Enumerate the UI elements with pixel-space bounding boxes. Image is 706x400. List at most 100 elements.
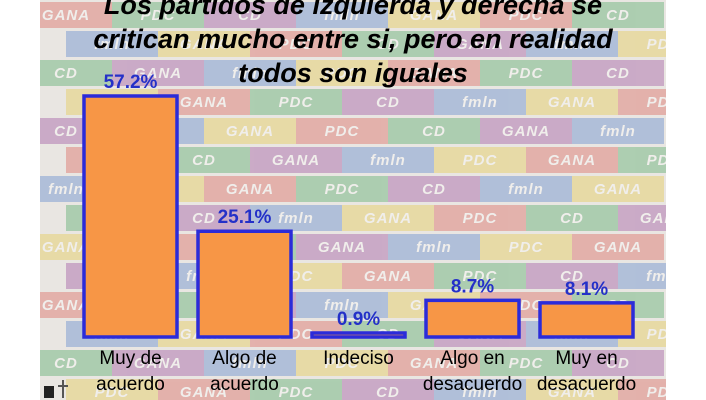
background-logo-tile: GANA [204, 176, 296, 202]
category-label-line: acuerdo [210, 374, 279, 395]
background-logo-tile: PDC [618, 147, 666, 173]
background-logo-tile: PDC [434, 147, 526, 173]
background-logo-tile: PDC [618, 89, 666, 115]
background-logo-tile: CD [342, 89, 434, 115]
background-logo-tile: CD [342, 31, 434, 57]
category-label: Muy de acuerdo [96, 348, 165, 395]
background-logo-tile: PDC [296, 176, 388, 202]
background-logo-tile: PDC [618, 31, 666, 57]
background-logo-tile: GANA [342, 205, 434, 231]
background-logo-tile: PDC [618, 379, 666, 400]
category-label-line: Muy en [555, 348, 617, 369]
background-logo-tile: GANA [618, 205, 666, 231]
background-logo-tile: GANA [480, 118, 572, 144]
background-logo-tile: PDC [434, 263, 526, 289]
background-logo-tile: PDC [250, 379, 342, 400]
background-logo-tile: GANA [526, 379, 618, 400]
bar-algo-de-acuerdo [196, 229, 293, 339]
value-label: 0.9% [337, 309, 380, 330]
background-logo-tile: CD [526, 205, 618, 231]
background-logo-tile: CD [204, 2, 296, 28]
background-logo-tile: fmln [388, 234, 480, 260]
background-logo-tile: PDC [250, 31, 342, 57]
background-logo-tile: PDC [66, 379, 158, 400]
value-label: 25.1% [218, 207, 272, 228]
background-logo-tile: fmln [526, 31, 618, 57]
background-logo-tile: fmln [572, 118, 664, 144]
category-label: Muy en desacuerdo [537, 348, 636, 395]
background-logo-tile: GANA [40, 2, 112, 28]
background-logo-tile: PDC [296, 350, 388, 376]
background-logo-tile: fmln [296, 2, 388, 28]
background-logo-tile: fmln [66, 31, 158, 57]
background-logo-tile: CD [572, 2, 664, 28]
category-label-line: desacuerdo [423, 374, 522, 395]
title-line-1: Los partidos de izquierda y derecha se [103, 0, 603, 20]
category-label-line: Muy de [99, 348, 161, 369]
value-labels: 57.2% 25.1% 0.9% 8.7% 8.1% [104, 72, 609, 330]
background-logo-tile: GANA [158, 379, 250, 400]
title-line-3: todos son iguales [238, 58, 468, 88]
value-label: 57.2% [104, 72, 158, 93]
background-logo-tile: GANA [158, 31, 250, 57]
background-logo-tile: CD [572, 60, 664, 86]
bar-muy-en-desacuerdo [538, 301, 635, 339]
party-logos-background: GANA PDC CD fmln GANA PDC CD fmln GANA PDC CD GANA f… [40, 0, 666, 400]
category-label-line: Algo de [212, 348, 276, 369]
background-logo-tile: PDC [480, 2, 572, 28]
background-logo-tile: GANA [572, 234, 664, 260]
background-logo-tile: CD [40, 350, 112, 376]
bars [82, 94, 635, 339]
background-logo-tile: PDC [250, 89, 342, 115]
background-logo-tile: fmln [204, 350, 296, 376]
corner-logo-icon [44, 380, 68, 398]
background-logo-tile: GANA [572, 176, 664, 202]
background-logo-tile: GANA [434, 31, 526, 57]
background-logo-tile: CD [40, 60, 112, 86]
background-logo-tile: GANA [112, 60, 204, 86]
category-labels: Muy de acuerdo Algo de acuerdo Indeciso Algo … [96, 348, 636, 395]
background-logo-tile: GANA [342, 263, 434, 289]
value-label: 8.7% [451, 276, 494, 297]
title-line-2: critican mucho entre si, pero en realida… [93, 24, 613, 54]
background-logo-tile: CD [388, 176, 480, 202]
background-logo-tile: GANA [204, 118, 296, 144]
background-logo-tile: fmln [342, 147, 434, 173]
category-label: Algo de acuerdo [210, 348, 279, 395]
background-logo-tile: PDC [112, 2, 204, 28]
background-logo-tile: CD [342, 379, 434, 400]
background-logo-tile: fmln [618, 263, 666, 289]
value-label: 8.1% [565, 279, 608, 300]
background-logo-tile: GANA [526, 89, 618, 115]
background-logo-tile: fmln [434, 89, 526, 115]
background-logo-tile: GANA [112, 350, 204, 376]
bar-muy-de-acuerdo [82, 94, 179, 339]
background-logo-tile: CD [526, 263, 618, 289]
background-logo-tile: fmln [434, 379, 526, 400]
category-label: Indeciso [323, 348, 394, 369]
background-logo-tile: PDC [480, 234, 572, 260]
bar-indeciso [310, 331, 407, 339]
chart-title: Los partidos de izquierda y derecha se c… [0, 0, 706, 90]
background-logo-tile: GANA [388, 60, 480, 86]
background-logo-tile: GANA [388, 350, 480, 376]
category-label-line: Indeciso [323, 348, 394, 369]
background-logo-tile: GANA [296, 234, 388, 260]
background-logo-tile: fmln [480, 176, 572, 202]
background-logo-tile: PDC [296, 60, 388, 86]
background-logo-tile: CD [572, 350, 664, 376]
category-label: Algo en desacuerdo [423, 348, 522, 395]
background-logo-tile: GANA [250, 147, 342, 173]
background-logo-tile: fmln [296, 292, 388, 318]
background-logo-tile: PDC [480, 350, 572, 376]
category-label-line: Algo en [440, 348, 504, 369]
category-label-line: desacuerdo [537, 374, 636, 395]
background-logo-tile: GANA [388, 2, 480, 28]
background-logo-tile: fmln [250, 205, 342, 231]
category-label-line: acuerdo [96, 374, 165, 395]
background-logo-tile: GANA [526, 147, 618, 173]
background-logo-tile: fmln [204, 60, 296, 86]
background-logo-tile: CD [388, 118, 480, 144]
background-logo-tile: PDC [480, 60, 572, 86]
